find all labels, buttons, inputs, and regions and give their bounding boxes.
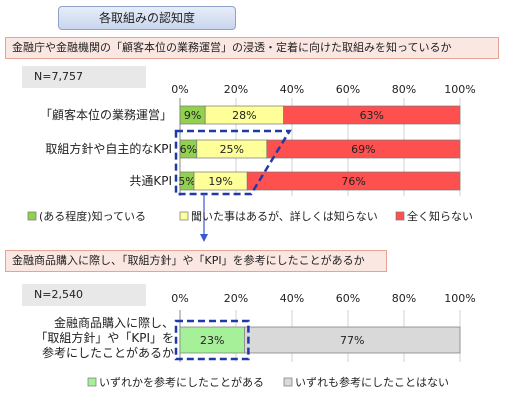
legend-swatch [179, 211, 189, 221]
page-title: 各取組みの認知度 [58, 6, 236, 30]
tick-label: 0% [171, 292, 188, 305]
data-label: 63% [360, 109, 384, 122]
sample-size-2: N=2,540 [22, 284, 146, 306]
legend-swatch [27, 211, 37, 221]
category-label: 参考にしたことがあるか [42, 345, 174, 360]
legend-swatch [283, 377, 293, 387]
data-label: 23% [200, 334, 224, 347]
tick-label: 100% [444, 83, 475, 96]
category-label: 「顧客本位の業務運営」 [40, 107, 172, 122]
data-label: 5% [178, 175, 195, 188]
tick-label: 0% [171, 83, 188, 96]
question-2: 金融商品購入に際し、「取組方針」や「KPI」を参考にしたことがあるか [5, 250, 387, 272]
legend-label: 聞いた事はあるが、詳しくは知らない [191, 209, 378, 223]
data-label: 76% [341, 175, 365, 188]
data-label: 28% [232, 109, 256, 122]
legend-label: いずれかを参考にしたことがある [99, 375, 264, 389]
legend-swatch [395, 211, 405, 221]
bar-segment [179, 326, 245, 354]
tick-label: 60% [336, 83, 360, 96]
legend-label: (ある程度)知っている [39, 209, 146, 223]
bar-segment [244, 326, 461, 354]
tick-label: 20% [224, 292, 248, 305]
tick-label: 80% [392, 292, 416, 305]
data-label: 77% [340, 334, 364, 347]
data-label: 69% [351, 143, 375, 156]
sample-size-1: N=7,757 [22, 66, 146, 88]
awareness-chart: 0% 20% 40% 60% 80% 100% 「顧客本位の業務運営」 9% 28% 63% 取組方… [27, 83, 476, 242]
bar-segment [266, 139, 461, 159]
legend-swatch [87, 377, 97, 387]
legend-label: 全く知らない [407, 209, 473, 223]
question-1: 金融庁や金融機関の「顧客本位の業務運営」の浸透・定着に向けた取組みを知っているか [5, 37, 499, 59]
data-label: 25% [220, 143, 244, 156]
highlight-frame [174, 319, 250, 361]
data-label: 6% [180, 143, 197, 156]
tick-label: 80% [392, 83, 416, 96]
arrow-head [200, 234, 208, 242]
category-label: 共通KPI [129, 174, 172, 188]
data-label: 19% [208, 175, 232, 188]
category-label: 「取組方針」や「KPI」を [35, 330, 174, 345]
tick-label: 100% [444, 292, 475, 305]
tick-label: 40% [280, 83, 304, 96]
data-label: 9% [184, 109, 201, 122]
category-label: 取組方針や自主的なKPI [45, 141, 172, 156]
legend-label: いずれも参考にしたことはない [295, 375, 449, 389]
category-label: 金融商品購入に際し、 [54, 315, 174, 330]
highlight-frame [174, 129, 292, 196]
bar-segment [283, 105, 461, 125]
tick-label: 20% [224, 83, 248, 96]
bar-segment [246, 171, 461, 191]
tick-label: 60% [336, 292, 360, 305]
tick-label: 40% [280, 292, 304, 305]
